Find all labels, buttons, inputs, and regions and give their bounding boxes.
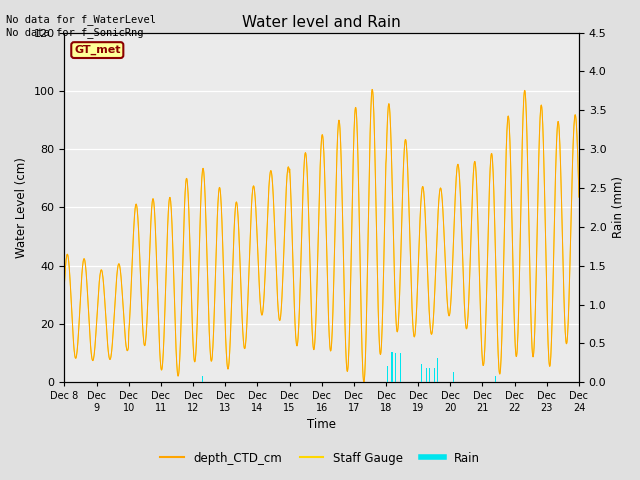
Text: GT_met: GT_met <box>74 45 120 55</box>
Y-axis label: Water Level (cm): Water Level (cm) <box>15 157 28 258</box>
X-axis label: Time: Time <box>307 419 336 432</box>
Y-axis label: Rain (mm): Rain (mm) <box>612 176 625 239</box>
Text: No data for f_WaterLevel
No data for f_SonicRng: No data for f_WaterLevel No data for f_S… <box>6 14 156 38</box>
Title: Water level and Rain: Water level and Rain <box>243 15 401 30</box>
Legend: depth_CTD_cm, Staff Gauge, Rain: depth_CTD_cm, Staff Gauge, Rain <box>156 447 484 469</box>
